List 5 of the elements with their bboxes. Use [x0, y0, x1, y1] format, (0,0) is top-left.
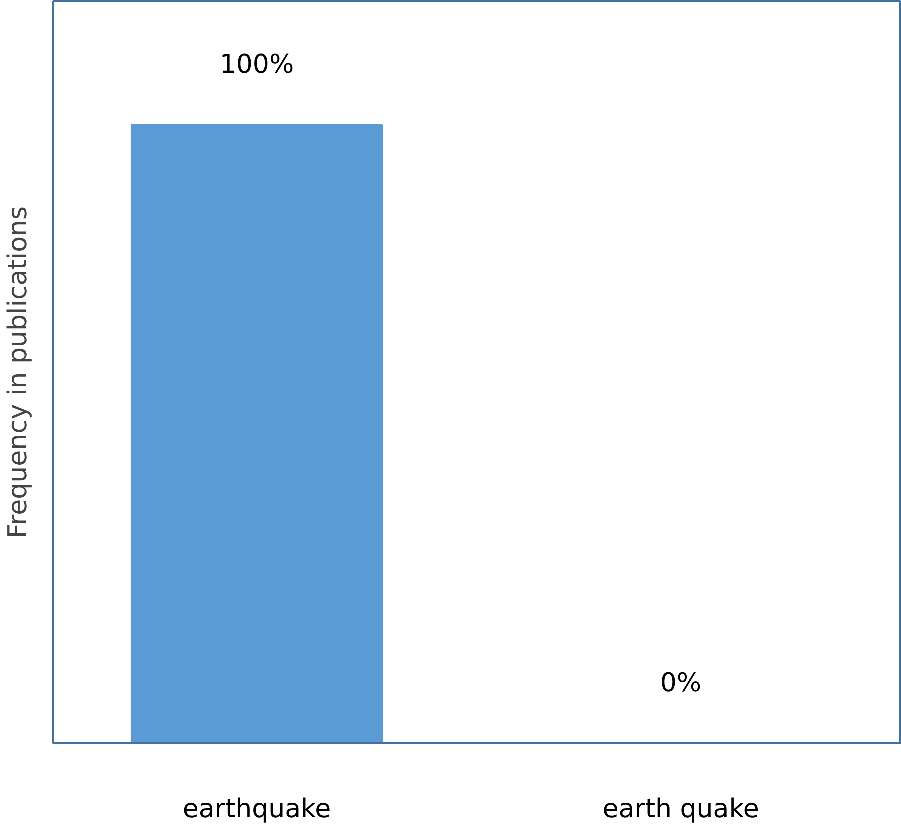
data-label: 100%: [220, 50, 294, 80]
y-axis-title: Frequency in publications: [4, 206, 34, 539]
data-label: 0%: [660, 668, 702, 698]
x-tick-label: earth quake: [602, 794, 760, 824]
x-tick-label: earthquake: [182, 794, 332, 824]
